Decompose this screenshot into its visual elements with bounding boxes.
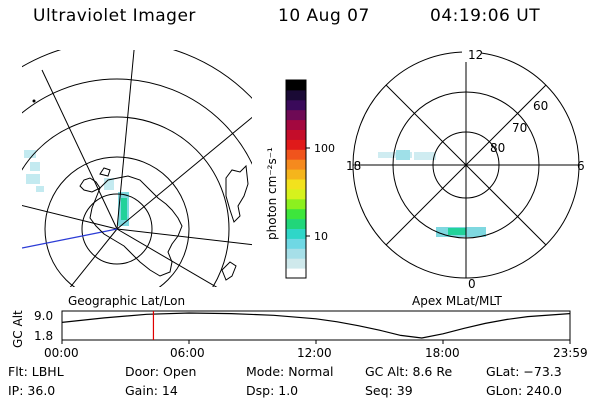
time-tick-1800: 18:00 [425,346,460,360]
mlat-label-80: 80 [490,141,505,155]
colorbar-swatch [286,198,306,210]
island-coastline [221,261,237,281]
colorbar-swatch [286,109,306,121]
colorbar-tick-100: 100 [314,142,335,155]
mode-status: Mode: Normal [246,364,333,379]
aurora-oval-left [118,192,129,226]
colorbar: 100 10 photon cm⁻²s⁻¹ [265,79,335,279]
colorbar-swatch [286,258,306,269]
mlt-label-6: 6 [577,159,585,173]
alt-tick-9: 9.0 [34,309,53,323]
colorbar-swatch [286,179,306,190]
subsatellite-meridian [22,228,118,249]
colorbar-swatch [286,238,306,249]
altitude-strip: 9.0 1.8 GC Alt 00:00 06:00 12:00 18:00 2… [11,309,588,360]
colorbar-swatch [286,208,306,220]
colorbar-tick-10: 10 [314,230,328,243]
island-dot [32,99,36,103]
colorbar-swatch [286,139,306,150]
meridians-left [22,50,252,287]
colorbar-swatch [286,159,306,170]
colorbar-unit-label: photon cm⁻²s⁻¹ [265,147,279,240]
time-tick-1200: 12:00 [297,346,332,360]
geographic-caption: Geographic Lat/Lon [68,294,185,308]
ip-status: IP: 36.0 [8,383,55,398]
time-tick-2359: 23:59 [553,346,588,360]
colorbar-swatch [286,129,306,140]
mlat-label-70: 70 [512,121,527,135]
colorbar-swatch [286,218,306,229]
alt-tick-1-8: 1.8 [34,329,53,343]
colorbar-swatch [286,99,306,111]
colorbar-swatch [286,248,306,259]
dsp-status: Dsp: 1.0 [246,383,298,398]
colorbar-swatch [286,169,306,180]
colorbar-swatch [286,80,306,91]
colorbar-swatch [286,228,306,239]
colorbar-swatch [286,268,306,279]
mlt-label-12: 12 [468,48,483,62]
colorbar-swatch [286,119,306,130]
peninsula-coastline [79,167,111,193]
gc-alt-status: GC Alt: 8.6 Re [365,364,452,379]
glon-status: GLon: 240.0 [486,383,562,398]
door-status: Door: Open [125,364,196,379]
mlat-label-60: 60 [533,99,548,113]
gain-status: Gain: 14 [125,383,178,398]
seq-status: Seq: 39 [365,383,413,398]
apex-caption: Apex MLat/MLT [412,294,502,308]
alt-axis-label: GC Alt [11,310,25,348]
time-tick-0600: 06:00 [170,346,205,360]
south-america-coastline [225,164,249,223]
latitude-circles-left [22,50,252,287]
antarctica-coastline [89,175,183,277]
colorbar-swatch [286,149,306,160]
instrument-title: Ultraviolet Imager [33,6,196,26]
time-label: 04:19:06 UT [430,6,541,26]
colorbar-swatch [286,89,306,101]
colorbar-swatch [286,188,306,200]
glat-status: GLat: −73.3 [486,364,562,379]
date-label: 10 Aug 07 [278,6,370,26]
status-footer: Flt: LBHL Door: Open Mode: Normal GC Alt… [8,364,562,398]
altitude-curve [61,312,570,339]
aurora-patches-left [24,150,114,192]
mlt-label-0: 0 [468,277,476,291]
apex-polar-plot: 12 18 6 0 60 70 80 [346,48,585,291]
time-tick-0000: 00:00 [44,346,79,360]
aurora-patches-right [378,150,486,237]
mlt-label-18: 18 [346,159,361,173]
geographic-map [22,50,252,287]
filter-status: Flt: LBHL [8,364,64,379]
